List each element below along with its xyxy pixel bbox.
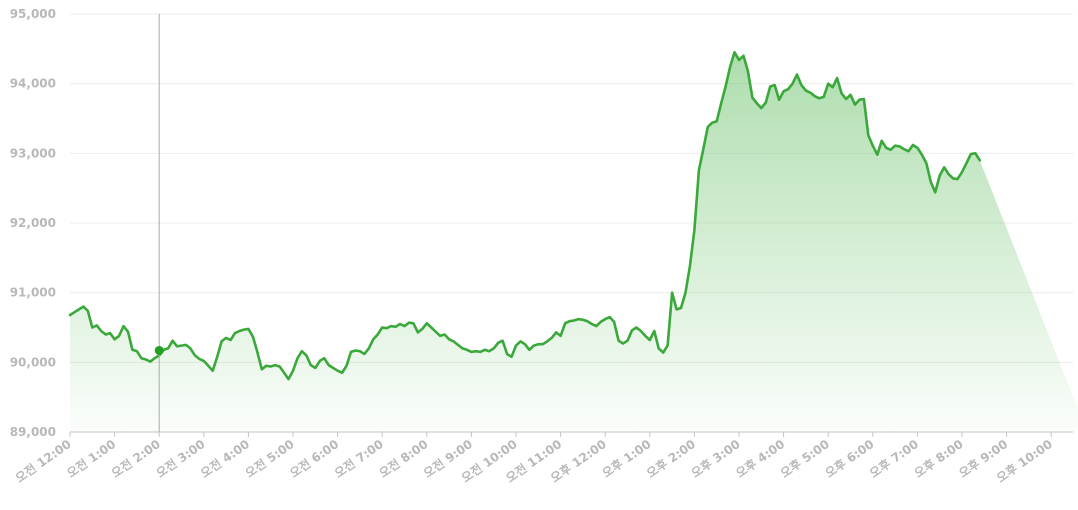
- x-tick-label: 오전 8:00: [376, 436, 431, 480]
- y-tick-label: 89,000: [10, 425, 56, 439]
- y-tick-label: 95,000: [10, 7, 56, 21]
- x-tick-label: 오전 3:00: [153, 436, 208, 480]
- x-tick-label: 오후 6:00: [822, 436, 877, 480]
- x-tick-label: 오전 7:00: [331, 436, 386, 480]
- y-tick-label: 93,000: [10, 146, 56, 160]
- x-tick-label: 오전 4:00: [198, 436, 253, 480]
- y-tick-label: 91,000: [10, 286, 56, 300]
- x-tick-label: 오후 3:00: [688, 436, 743, 480]
- x-tick-label: 오전 6:00: [287, 436, 342, 480]
- y-axis: 95,000 94,000 93,000 92,000 91,000 90,000 89,0…: [10, 7, 56, 439]
- x-tick-label: 오전 1:00: [64, 436, 119, 480]
- x-tick-label: 오후 2:00: [644, 436, 699, 480]
- x-tick-label: 오후 7:00: [867, 436, 922, 480]
- y-tick-label: 94,000: [10, 77, 56, 91]
- price-line: [68, 51, 982, 381]
- x-tick-label: 오후 8:00: [911, 436, 966, 480]
- x-tick-label: 오전 2:00: [108, 436, 163, 480]
- price-area: [70, 52, 1078, 432]
- hover-point-marker: [154, 345, 164, 355]
- x-tick-label: 오후 4:00: [733, 436, 788, 480]
- y-tick-label: 90,000: [10, 355, 56, 369]
- x-tick-label: 오후 5:00: [777, 436, 832, 480]
- x-tick-label: 오전 5:00: [242, 436, 297, 480]
- x-tick-label: 오전 12:00: [12, 436, 73, 485]
- y-tick-label: 92,000: [10, 216, 56, 230]
- x-tick-label: 오후 1:00: [599, 436, 654, 480]
